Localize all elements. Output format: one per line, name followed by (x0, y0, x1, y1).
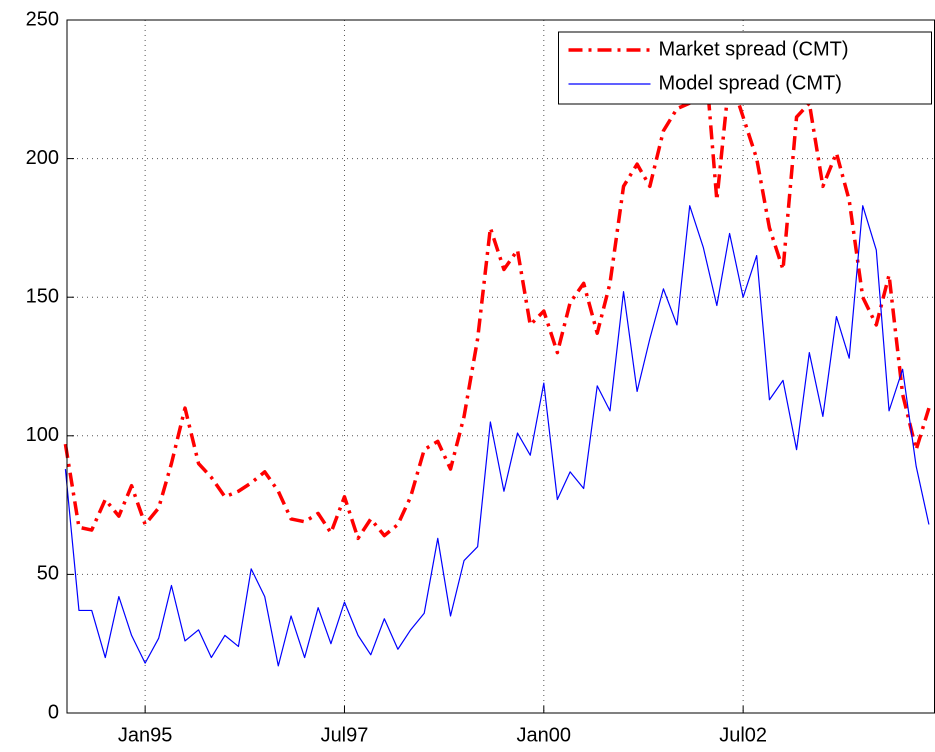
y-tick-label: 0 (48, 701, 59, 723)
x-tick-label: Jan00 (517, 724, 572, 746)
legend-label: Market spread (CMT) (659, 38, 849, 60)
y-tick-label: 100 (26, 424, 59, 446)
x-tick-label: Jan95 (118, 724, 173, 746)
x-tick-label: Jul02 (719, 724, 767, 746)
y-tick-label: 50 (37, 563, 59, 585)
legend-label: Model spread (CMT) (659, 72, 842, 94)
series-line (63, 32, 931, 541)
y-tick-label: 250 (26, 8, 59, 30)
x-tick-label: Jul97 (321, 724, 369, 746)
legend-box (558, 31, 932, 105)
series-line (64, 205, 930, 667)
y-tick-label: 200 (26, 147, 59, 169)
plot-frame (66, 19, 935, 714)
y-tick-label: 150 (26, 285, 59, 307)
